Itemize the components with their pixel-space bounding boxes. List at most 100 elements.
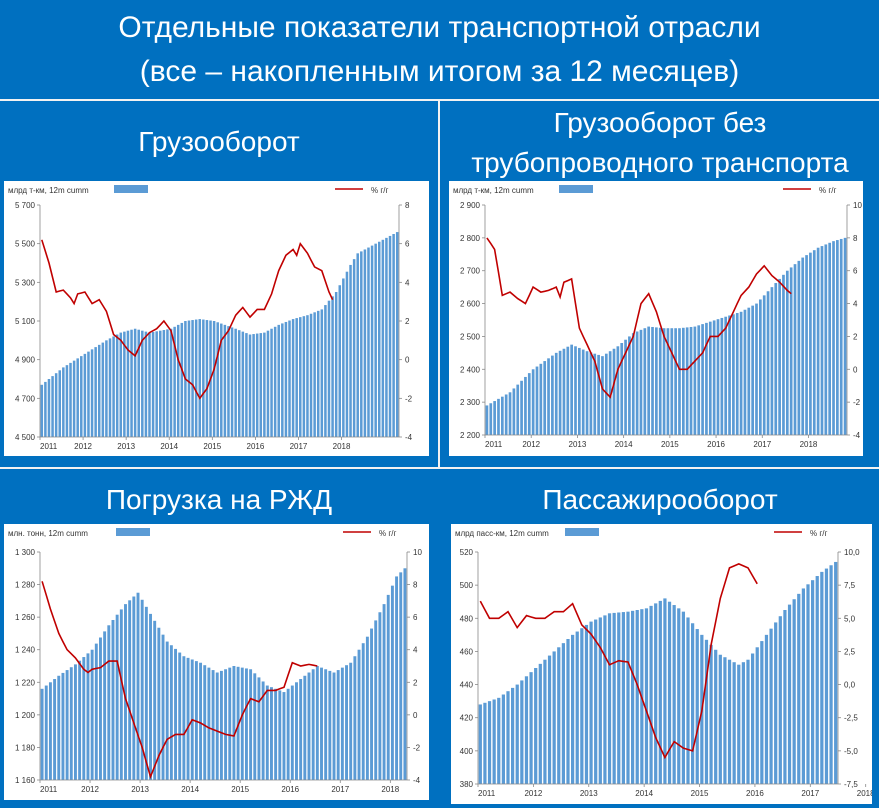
bar — [561, 643, 565, 784]
legend-right-unit: % г/г — [379, 529, 396, 538]
bar — [155, 331, 158, 437]
bar — [658, 327, 662, 435]
y-right-tick-label: -4 — [405, 433, 413, 442]
panel-title-3: Погрузка на РЖД — [0, 480, 438, 520]
bar — [487, 701, 492, 784]
bar — [770, 287, 774, 435]
bar — [288, 320, 291, 437]
y-right-tick-label: -4 — [853, 431, 861, 440]
bar — [178, 652, 182, 780]
bar — [291, 319, 295, 437]
x-tick-label: 2014 — [615, 440, 633, 449]
bar — [695, 629, 699, 784]
bar — [324, 669, 328, 780]
bar — [651, 326, 654, 435]
bar — [320, 667, 323, 780]
bar — [290, 685, 294, 780]
bar — [126, 330, 130, 437]
bar — [672, 605, 676, 784]
bar — [524, 376, 527, 435]
x-tick-label: 2018 — [333, 442, 351, 451]
bar — [340, 667, 344, 780]
bar — [388, 235, 392, 437]
bar — [815, 576, 819, 784]
bar — [677, 608, 681, 784]
y-right-tick-label: -5,0 — [844, 747, 858, 756]
x-tick-label: 2012 — [524, 789, 542, 798]
bar — [789, 267, 793, 435]
legend-left-unit: млрд пасс-км, 12m cumm — [455, 529, 549, 538]
bar — [714, 649, 718, 784]
bar — [723, 657, 727, 784]
bar — [735, 313, 739, 435]
y-left-tick-label: 5 300 — [15, 278, 36, 287]
bar — [54, 373, 58, 437]
bar — [626, 611, 630, 784]
bar — [720, 317, 724, 435]
bar — [824, 244, 828, 435]
bar — [148, 332, 151, 437]
bar — [211, 670, 215, 780]
chart-cargo-turnover: млрд т-км, 12m cumm % г/г 4 500 4 700 4 900 5… — [4, 181, 429, 456]
bar — [367, 247, 370, 437]
bar — [309, 313, 313, 437]
y-right-tick-label: 0 — [405, 356, 410, 365]
bar — [678, 328, 681, 435]
y-left-tick-label: 4 500 — [15, 433, 36, 442]
bar — [769, 628, 773, 784]
bar — [270, 328, 273, 437]
y-left-tick-label: 5 100 — [15, 317, 36, 326]
bar — [278, 690, 282, 780]
bar — [741, 662, 745, 784]
bar — [266, 330, 270, 437]
legend-bar-swatch — [114, 185, 148, 193]
bar — [529, 672, 533, 784]
bar — [374, 620, 378, 780]
x-tick-label: 2011 — [485, 440, 503, 449]
legend-left-unit: млрд т-км, 12m cumm — [8, 186, 89, 195]
bar — [836, 240, 839, 435]
x-tick-label: 2013 — [580, 789, 598, 798]
y-left-tick-label: 2 900 — [460, 201, 481, 210]
x-tick-label: 2016 — [247, 442, 265, 451]
y-right-tick-label: 5,0 — [844, 614, 856, 623]
bar — [604, 353, 608, 435]
bar — [492, 699, 496, 784]
bar — [157, 627, 161, 780]
bar — [111, 619, 115, 780]
bar — [130, 329, 133, 437]
bar — [207, 667, 211, 780]
bar — [331, 296, 334, 437]
y-right-tick-label: 10,0 — [844, 548, 860, 557]
bar — [538, 663, 542, 784]
bar — [303, 675, 307, 780]
bar — [199, 662, 203, 780]
bar — [566, 639, 570, 784]
bar — [805, 255, 808, 435]
bar — [265, 685, 269, 780]
bar — [724, 316, 728, 435]
y-left-tick-label: 1 240 — [15, 646, 36, 655]
panel-title-4-line1: Пассажирооборот — [542, 484, 778, 515]
bar — [124, 604, 127, 780]
y-right-tick-label: -2,5 — [844, 714, 858, 723]
bar — [320, 309, 324, 437]
bar — [820, 571, 824, 784]
x-tick-label: 2015 — [231, 785, 249, 794]
bar — [270, 687, 273, 780]
bar — [313, 312, 316, 437]
bar — [44, 381, 47, 437]
bar — [539, 363, 543, 435]
bar — [261, 681, 265, 780]
bar — [620, 343, 624, 435]
bar — [69, 362, 72, 437]
bar — [501, 694, 505, 784]
chart-rzd-loading: млн. тонн, 12m cumm % г/г 1 160 1 180 1 200 1… — [4, 524, 429, 800]
bar — [516, 384, 520, 435]
bar — [360, 251, 363, 437]
bar — [169, 328, 173, 437]
bar — [215, 672, 219, 780]
y-left-tick-label: 2 300 — [460, 398, 481, 407]
bar — [820, 246, 824, 435]
bar — [705, 322, 708, 435]
